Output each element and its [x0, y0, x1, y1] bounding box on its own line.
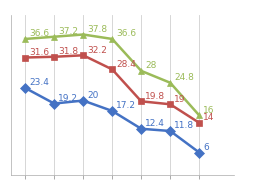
Text: 6: 6 [203, 143, 209, 152]
Text: 19.8: 19.8 [146, 92, 165, 101]
Text: 31.6: 31.6 [29, 48, 49, 57]
Text: 32.2: 32.2 [87, 46, 107, 55]
Text: 17.2: 17.2 [116, 101, 136, 110]
Text: 37.8: 37.8 [87, 25, 107, 34]
Text: 20: 20 [87, 91, 99, 100]
Text: 24.8: 24.8 [174, 73, 194, 82]
Text: 19.2: 19.2 [58, 94, 78, 103]
Text: 36.6: 36.6 [29, 29, 49, 38]
Text: 16: 16 [203, 106, 215, 115]
Text: 28.4: 28.4 [116, 60, 136, 69]
Text: 28: 28 [146, 61, 157, 70]
Text: 37.2: 37.2 [58, 27, 78, 36]
Text: 36.6: 36.6 [116, 29, 136, 38]
Text: 11.8: 11.8 [174, 121, 194, 130]
Text: 12.4: 12.4 [146, 119, 165, 128]
Text: 14: 14 [203, 113, 215, 122]
Text: 23.4: 23.4 [29, 78, 49, 87]
Text: 31.8: 31.8 [58, 47, 78, 56]
Text: 19: 19 [174, 94, 186, 104]
